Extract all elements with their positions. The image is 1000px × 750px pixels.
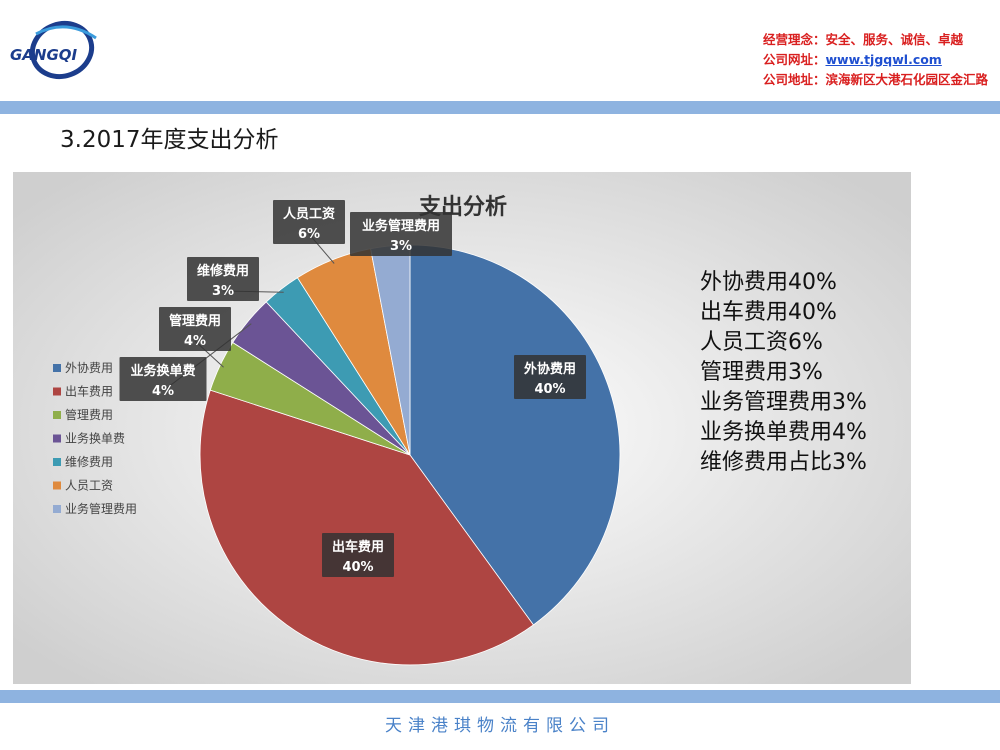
data-label-name: 管理费用 (169, 313, 221, 329)
data-label-name: 人员工资 (283, 206, 335, 222)
summary-line: 出车费用40% (700, 300, 837, 325)
data-label-value: 40% (342, 560, 373, 575)
legend-label: 人员工资 (65, 479, 113, 493)
data-label-value: 6% (298, 227, 320, 242)
pie-slice (199, 389, 534, 666)
info-address: 公司地址：滨海新区大港石化园区金汇路 (763, 70, 988, 90)
data-label-box (119, 357, 207, 401)
data-label-name: 业务管理费用 (362, 218, 440, 234)
legend-label: 出车费用 (65, 384, 113, 399)
legend-label: 管理费用 (65, 407, 113, 422)
summary-line: 业务管理费用3% (700, 390, 867, 415)
footer-company-name: 天津港琪物流有限公司 (385, 716, 615, 736)
company-info: 经营理念：安全、服务、诚信、卓越 公司网址：www.tjgqwl.com 公司地… (763, 30, 988, 90)
data-label-value: 3% (390, 239, 412, 254)
data-label-box (273, 200, 345, 244)
data-label-value: 40% (534, 382, 565, 397)
legend-swatch (53, 434, 61, 443)
logo-text: GANGQI (10, 46, 78, 64)
pie-chart: 支出分析 外协费用40%出车费用40%管理费用4%业务换单费4%维修费用3%人员… (13, 172, 911, 684)
website-link[interactable]: www.tjgqwl.com (825, 52, 942, 67)
legend-swatch (53, 364, 61, 372)
summary-line: 外协费用40% (700, 270, 837, 295)
summary-line: 人员工资6% (700, 330, 823, 355)
data-label-value: 3% (212, 284, 234, 299)
legend-label: 外协费用 (65, 360, 113, 375)
slogan-label: 经营理念： (762, 32, 826, 47)
data-label-name: 业务换单费 (130, 363, 195, 379)
page-title: 3.2017年度支出分析 (60, 127, 279, 153)
legend-swatch (53, 481, 61, 490)
data-label-box (322, 533, 394, 577)
legend-label: 业务管理费用 (65, 501, 137, 516)
footer-divider-band (0, 690, 1000, 703)
address-label: 公司地址： (762, 72, 826, 87)
legend-label: 维修费用 (65, 454, 113, 469)
legend-swatch (53, 411, 61, 419)
data-label-box (159, 307, 231, 351)
info-slogan: 经营理念：安全、服务、诚信、卓越 (763, 30, 988, 50)
data-label-value: 4% (152, 384, 174, 399)
address-value: 滨海新区大港石化园区金汇路 (825, 72, 988, 87)
pie-chart-panel: 支出分析 外协费用 40% 出车费用 40% 管理费用 4% 业务换单费 4% 维修费用 3% 人员… (13, 172, 911, 684)
summary-text: 外协费用40% 出车费用40% 人员工资6% 管理费用3% 业务管理费用3% 业… (700, 268, 867, 478)
data-label-box (350, 212, 452, 256)
info-website: 公司网址：www.tjgqwl.com (763, 50, 988, 70)
legend-label: 业务换单费 (65, 431, 125, 446)
data-label-name: 外协费用 (523, 361, 576, 377)
summary-line: 业务换单费用4% (700, 420, 867, 445)
data-label-name: 维修费用 (197, 263, 249, 279)
pie-slice (409, 244, 621, 626)
company-logo: GANGQI (6, 14, 116, 84)
header-divider-band (0, 101, 1000, 114)
legend-swatch (53, 505, 61, 513)
legend-swatch (53, 387, 61, 396)
data-label-box (514, 355, 586, 399)
slogan-value: 安全、服务、诚信、卓越 (825, 32, 963, 47)
summary-line: 维修费用占比3% (700, 450, 867, 475)
data-label-box (187, 257, 259, 301)
data-label-value: 4% (184, 334, 206, 349)
data-label-name: 出车费用 (332, 539, 384, 555)
summary-line: 管理费用3% (700, 360, 823, 385)
legend-swatch (53, 458, 61, 466)
website-label: 公司网址： (762, 52, 826, 67)
